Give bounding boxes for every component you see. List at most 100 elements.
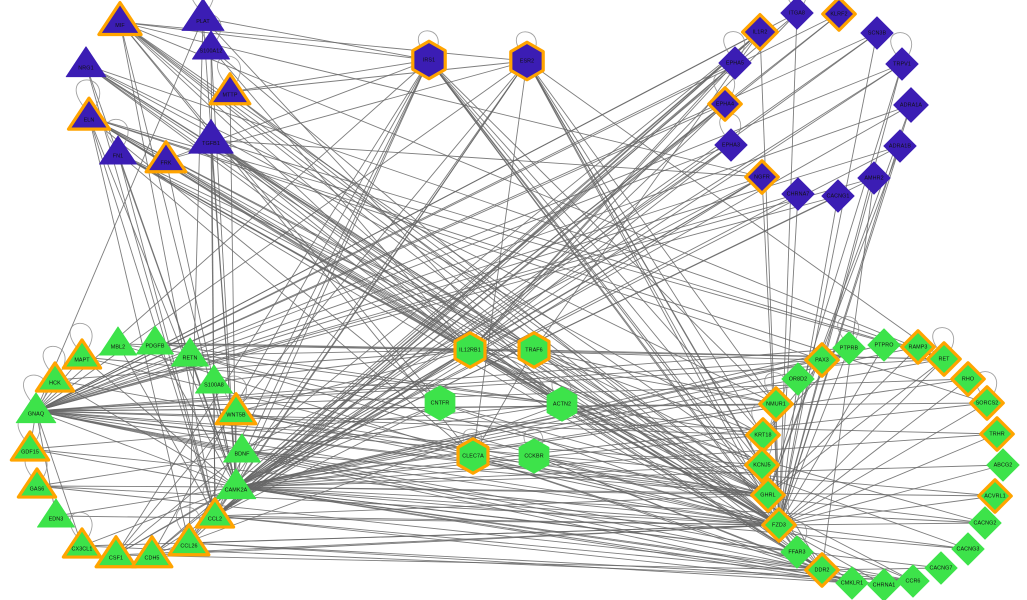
node-shape-diamond[interactable] [900,329,936,365]
node-shape-triangle[interactable] [181,0,225,31]
node-shape-diamond[interactable] [804,552,840,588]
node-shape-hexagon[interactable] [424,385,456,421]
node-acvrl1[interactable]: ACVRL1 [977,478,1013,514]
node-shape-diamond[interactable] [885,47,919,81]
node-shape-diamond[interactable] [740,13,780,52]
node-shape-diamond[interactable] [969,385,1005,421]
node-shape-triangle[interactable] [34,361,76,393]
node-shape-diamond[interactable] [883,129,917,163]
node-shape-diamond[interactable] [896,564,930,598]
node-shape-triangle[interactable] [170,337,210,367]
node-shape-diamond[interactable] [781,177,815,211]
node-cacng7[interactable]: CACNG7 [924,551,958,585]
node-csf1[interactable]: CSF1 [94,535,138,569]
node-shape-diamond[interactable] [867,568,901,600]
node-shape-diamond[interactable] [761,507,797,543]
node-irs1[interactable]: IRS1 [411,39,447,81]
node-nrg1[interactable]: NRG1 [65,46,107,78]
node-gnaq[interactable]: GNAQ [15,392,57,424]
node-shape-diamond[interactable] [707,86,743,122]
node-shape-triangle[interactable] [215,468,257,500]
node-shape-triangle[interactable] [208,72,252,106]
node-shape-hexagon[interactable] [546,386,578,422]
node-ngfr[interactable]: NGFR [744,159,780,195]
node-shape-triangle[interactable] [99,135,138,165]
node-shape-triangle[interactable] [214,392,258,426]
node-shape-diamond[interactable] [950,361,986,397]
node-shape-diamond[interactable] [867,328,901,362]
node-sorcs2[interactable]: SORCS2 [969,385,1005,421]
node-shape-diamond[interactable] [832,331,866,365]
node-shape-diamond[interactable] [857,161,891,195]
node-shape-triangle[interactable] [144,140,188,174]
node-plat[interactable]: PLAT [181,0,225,31]
node-shape-diamond[interactable] [951,532,985,566]
node-shape-diamond[interactable] [744,447,780,483]
node-shape-diamond[interactable] [804,342,840,378]
nodes-layer[interactable]: MIFPLATS100A12NRG1MTTPELNFN1FRKTGFB1IRS1… [9,0,1020,600]
node-shape-diamond[interactable] [714,128,748,162]
node-shape-triangle[interactable] [188,119,234,154]
node-shape-triangle[interactable] [65,46,107,78]
node-abcg2[interactable]: ABCG2 [986,448,1020,482]
node-shape-triangle[interactable] [99,326,138,356]
node-shape-diamond[interactable] [718,46,752,80]
node-adra1b[interactable]: ADRA1B [883,129,917,163]
node-shape-diamond[interactable] [781,362,815,396]
node-cx3cl1[interactable]: CX3CL1 [61,527,103,559]
node-shape-triangle[interactable] [37,498,75,528]
node-klrf2[interactable]: KLRF2 [821,0,857,32]
node-shape-diamond[interactable] [780,535,814,569]
node-shape-hexagon[interactable] [411,39,447,81]
node-shape-diamond[interactable] [835,566,869,600]
node-scn3b[interactable]: SCN3B [860,16,894,50]
node-shape-diamond[interactable] [821,179,855,213]
node-chrna7[interactable]: CHRNA7 [781,177,815,211]
node-shape-diamond[interactable] [780,0,814,30]
node-shape-triangle[interactable] [97,1,143,37]
node-trhr[interactable]: TRHR [979,416,1015,452]
node-shape-diamond[interactable] [979,416,1015,452]
node-shape-triangle[interactable] [130,535,174,569]
node-shape-diamond[interactable] [750,477,786,513]
node-shape-hexagon[interactable] [517,331,551,369]
node-edn3[interactable]: EDN3 [37,498,75,528]
node-adra1a[interactable]: ADRA1A [893,87,929,123]
node-shape-diamond[interactable] [821,0,857,32]
node-epha3[interactable]: EPHA3 [714,128,748,162]
node-mapt[interactable]: MAPT [61,338,103,370]
node-shape-triangle[interactable] [222,433,262,463]
node-shape-triangle[interactable] [66,96,112,131]
node-shape-hexagon[interactable] [518,438,550,474]
node-shape-triangle[interactable] [167,523,211,557]
node-shape-diamond[interactable] [758,386,794,422]
node-cdh5[interactable]: CDH5 [130,535,174,569]
node-clec7a[interactable]: CLEC7A [456,437,490,475]
node-shape-triangle[interactable] [194,364,234,394]
node-shape-hexagon[interactable] [509,40,545,82]
node-shape-triangle[interactable] [194,497,236,529]
node-cacng3[interactable]: CACNG3 [951,532,985,566]
node-trpv1[interactable]: TRPV1 [885,47,919,81]
node-shape-diamond[interactable] [860,16,894,50]
node-shape-triangle[interactable] [15,392,57,424]
node-shape-hexagon[interactable] [456,437,490,475]
node-traf6[interactable]: TRAF6 [517,331,551,369]
node-shape-diamond[interactable] [986,448,1020,482]
node-shape-diamond[interactable] [744,159,780,195]
node-shape-hexagon[interactable] [453,331,487,369]
node-ccr6[interactable]: CCR6 [896,564,930,598]
node-esr2[interactable]: ESR2 [509,40,545,82]
node-shape-diamond[interactable] [977,478,1013,514]
node-shape-triangle[interactable] [94,535,138,569]
node-shape-diamond[interactable] [924,551,958,585]
node-shape-diamond[interactable] [893,87,929,123]
node-shape-diamond[interactable] [926,341,962,377]
node-shape-triangle[interactable] [61,527,103,559]
node-mbl2[interactable]: MBL2 [99,326,138,356]
node-mif[interactable]: MIF [97,1,143,37]
node-shape-triangle[interactable] [191,30,231,60]
node-shape-triangle[interactable] [135,325,175,355]
node-il12rb1[interactable]: IL12RB1 [453,331,487,369]
node-shape-diamond[interactable] [968,506,1002,540]
